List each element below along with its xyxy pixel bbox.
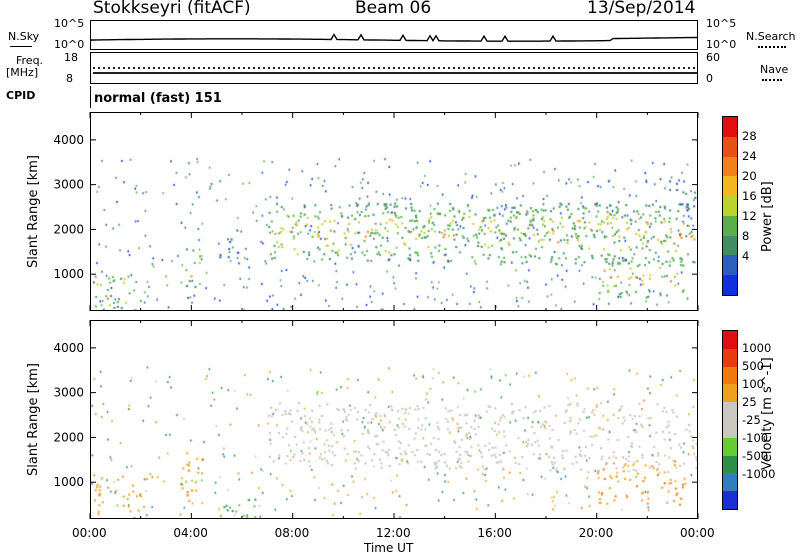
velocity-colorbar-tick: -1000 (742, 467, 776, 481)
nsky-legend-line (10, 46, 32, 47)
power-colorbar-tick: 20 (742, 169, 757, 183)
velocity-ylabel: Slant Range [km] (26, 363, 41, 476)
velocity-colorbar-tick: -25 (742, 413, 761, 427)
power-ylabel: Slant Range [km] (26, 155, 41, 268)
nsky-trace (90, 33, 697, 43)
power-colorbar-tick: 28 (742, 129, 757, 143)
power-colorbar-tick: 4 (742, 249, 750, 263)
velocity-colorbar-segment (723, 366, 737, 385)
beam-label: Beam 06 (355, 0, 432, 18)
power-colorbar-segment (723, 215, 737, 236)
station-title: Stokkseyri (fitACF) (93, 0, 251, 18)
velocity-colorbar-tick: 25 (742, 395, 757, 409)
velocity-colorbar-tick: -500 (742, 449, 769, 463)
power-colorbar-segment (723, 117, 737, 137)
power-ytick-label: 1000 (53, 267, 84, 281)
power-heatmap (91, 113, 697, 310)
power-colorbar-segment (723, 275, 737, 296)
power-colorbar-label: Power [dB] (760, 181, 775, 252)
velocity-colorbar-segment (723, 437, 737, 456)
nave-label: Nave (760, 63, 789, 76)
freq-nave-traces (93, 67, 697, 74)
nsearch-tick-top: 10^5 (706, 17, 737, 30)
nsky-tick-top: 10^5 (54, 17, 85, 30)
xaxis-tick-label: 12:00 (376, 526, 411, 540)
xaxis-tick-label: 20:00 (578, 526, 614, 540)
xaxis-tick-label: 04:00 (173, 526, 208, 540)
velocity-panel (90, 320, 698, 519)
date-label: 13/Sep/2014 (587, 0, 696, 18)
power-colorbar (722, 116, 738, 296)
freq-tick-bottom: 8 (66, 72, 73, 85)
power-colorbar-segment (723, 235, 737, 256)
xaxis-tick-label: 00:00 (72, 526, 107, 540)
nsearch-tick-bottom: 10^0 (706, 38, 737, 51)
power-colorbar-segment (723, 196, 737, 216)
velocity-colorbar-segment (723, 348, 737, 367)
velocity-colorbar-segment (723, 491, 737, 509)
power-ytick-label: 2000 (53, 222, 84, 236)
velocity-colorbar-segment (723, 384, 737, 403)
velocity-colorbar-segment (723, 473, 737, 492)
velocity-colorbar-tick: -100 (742, 431, 769, 445)
cpid-marker (90, 86, 91, 108)
nave-legend-line (762, 79, 782, 81)
velocity-colorbar-tick: 1000 (742, 341, 772, 355)
velocity-colorbar-segment (723, 402, 737, 420)
velocity-ytick-label: 4000 (53, 341, 84, 355)
velocity-colorbar-segment (723, 331, 737, 349)
power-panel (90, 112, 698, 311)
cpid-label: CPID (6, 89, 36, 102)
power-colorbar-segment (723, 156, 737, 177)
nave-tick-top: 60 (706, 51, 720, 64)
xaxis-tick-label: 08:00 (274, 526, 310, 540)
nsearch-legend-line (758, 46, 786, 48)
xaxis-label: Time UT (364, 541, 414, 555)
velocity-colorbar-segment (723, 419, 737, 438)
nsky-line (90, 33, 697, 43)
velocity-colorbar-label: Velocity [m s^-1] (760, 357, 775, 470)
power-ytick-label: 3000 (53, 178, 84, 192)
cpid-value: normal (fast) 151 (94, 91, 222, 106)
freq-tick-top: 18 (64, 51, 78, 64)
power-colorbar-tick: 24 (742, 149, 757, 163)
freq-label: Freq. (16, 54, 44, 67)
power-colorbar-tick: 12 (742, 209, 757, 223)
power-colorbar-segment (723, 255, 737, 276)
power-colorbar-tick: 8 (742, 229, 750, 243)
nsky-label: N.Sky (8, 30, 40, 43)
xaxis-tick-label: 00:00 (680, 526, 715, 540)
nsky-panel (90, 20, 698, 50)
velocity-colorbar-tick: 500 (742, 359, 764, 373)
freq-nave-panel (90, 52, 698, 84)
velocity-ytick-label: 1000 (53, 475, 84, 489)
velocity-ytick-label: 3000 (53, 386, 84, 400)
power-ytick-label: 4000 (53, 133, 84, 147)
velocity-heatmap (91, 321, 697, 518)
power-colorbar-segment (723, 176, 737, 197)
freq-unit-label: [MHz] (6, 66, 39, 79)
power-colorbar-tick: 16 (742, 189, 757, 203)
nsearch-label: N.Search (746, 30, 796, 43)
velocity-colorbar-segment (723, 455, 737, 474)
xaxis-tick-label: 16:00 (477, 526, 512, 540)
nave-tick-bottom: 0 (706, 72, 713, 85)
nsky-tick-bottom: 10^0 (54, 38, 85, 51)
velocity-colorbar-tick: 100 (742, 377, 764, 391)
velocity-ytick-label: 2000 (53, 430, 84, 444)
power-colorbar-segment (723, 136, 737, 157)
velocity-colorbar (722, 330, 738, 510)
